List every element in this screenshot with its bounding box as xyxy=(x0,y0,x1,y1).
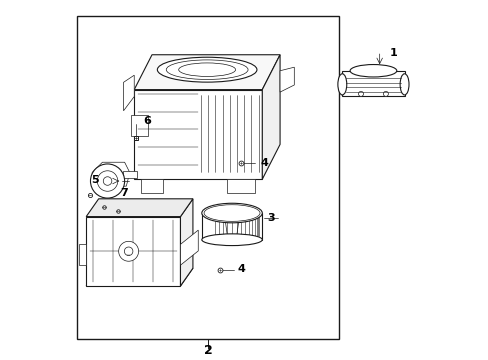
Polygon shape xyxy=(130,114,148,136)
Polygon shape xyxy=(122,171,136,179)
Circle shape xyxy=(229,211,234,215)
Ellipse shape xyxy=(166,60,247,80)
Ellipse shape xyxy=(202,203,262,223)
Polygon shape xyxy=(86,268,193,286)
Polygon shape xyxy=(86,199,193,217)
Polygon shape xyxy=(79,244,86,265)
Polygon shape xyxy=(141,179,163,193)
Text: 4: 4 xyxy=(260,158,268,167)
Text: 3: 3 xyxy=(266,213,274,223)
Polygon shape xyxy=(180,230,198,265)
Ellipse shape xyxy=(203,205,260,221)
Ellipse shape xyxy=(337,74,346,95)
Circle shape xyxy=(97,171,118,191)
Text: 2: 2 xyxy=(203,344,212,357)
Polygon shape xyxy=(92,162,129,186)
Text: 6: 6 xyxy=(143,116,151,126)
Ellipse shape xyxy=(202,234,262,246)
Circle shape xyxy=(358,91,363,96)
Polygon shape xyxy=(226,179,255,193)
Circle shape xyxy=(124,247,133,256)
Polygon shape xyxy=(224,213,240,236)
Circle shape xyxy=(224,206,239,220)
Text: 1: 1 xyxy=(388,48,396,58)
Polygon shape xyxy=(180,199,193,286)
Ellipse shape xyxy=(399,74,408,95)
Polygon shape xyxy=(123,75,134,111)
Bar xyxy=(77,15,338,339)
Polygon shape xyxy=(134,55,280,90)
Ellipse shape xyxy=(349,64,396,77)
Ellipse shape xyxy=(157,57,256,82)
Polygon shape xyxy=(342,71,404,96)
Circle shape xyxy=(119,241,138,261)
Circle shape xyxy=(90,164,124,198)
Text: 5: 5 xyxy=(91,175,98,185)
Circle shape xyxy=(383,91,387,96)
Polygon shape xyxy=(280,67,294,92)
Text: 4: 4 xyxy=(237,264,245,274)
Circle shape xyxy=(103,177,112,185)
Text: 7: 7 xyxy=(120,189,127,198)
Polygon shape xyxy=(86,217,180,286)
Polygon shape xyxy=(134,90,262,179)
Ellipse shape xyxy=(178,63,235,76)
Polygon shape xyxy=(262,55,280,179)
